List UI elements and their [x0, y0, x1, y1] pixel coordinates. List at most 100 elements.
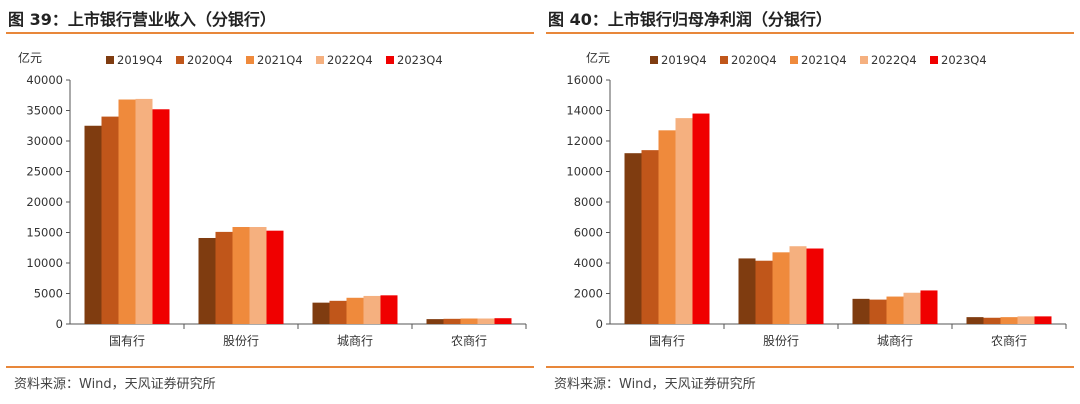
- figure-title: 图 40：上市银行归母净利润（分银行）: [548, 10, 832, 29]
- y-tick-label: 6000: [574, 226, 603, 240]
- bar: [1017, 316, 1035, 324]
- bar: [312, 302, 330, 324]
- x-category-label: 股份行: [223, 334, 259, 348]
- bar: [135, 98, 153, 324]
- bar: [789, 246, 807, 324]
- x-category-label: 农商行: [451, 333, 487, 348]
- y-tick-label: 10000: [26, 256, 63, 270]
- bar: [903, 292, 921, 324]
- bar: [329, 300, 347, 324]
- x-category-label: 国有行: [109, 334, 145, 348]
- bar: [249, 227, 267, 324]
- bar: [346, 297, 364, 324]
- bar: [232, 227, 250, 324]
- y-tick-label: 40000: [26, 73, 63, 87]
- source-note: 资料来源：Wind，天风证券研究所: [14, 377, 216, 392]
- bar: [772, 252, 790, 324]
- bar: [806, 248, 824, 324]
- bottom-divider: [546, 366, 1074, 368]
- bar: [1034, 316, 1052, 324]
- legend-label: 2020Q4: [187, 53, 233, 67]
- y-tick-label: 16000: [566, 73, 603, 87]
- bar: [363, 295, 381, 324]
- legend-swatch: [316, 56, 324, 64]
- legend-label: 2021Q4: [801, 53, 847, 67]
- legend-label: 2023Q4: [397, 53, 443, 67]
- y-tick-label: 14000: [566, 104, 603, 118]
- bar: [692, 113, 710, 324]
- legend-label: 2019Q4: [117, 53, 163, 67]
- legend-swatch: [106, 56, 114, 64]
- bar: [658, 130, 676, 324]
- bar: [983, 317, 1001, 324]
- legend-label: 2019Q4: [661, 53, 707, 67]
- bar: [426, 319, 444, 324]
- bar: [738, 258, 756, 324]
- bar: [477, 318, 495, 324]
- source-note: 资料来源：Wind，天风证券研究所: [554, 377, 756, 392]
- legend-label: 2022Q4: [327, 53, 373, 67]
- legend-label: 2021Q4: [257, 53, 303, 67]
- y-tick-label: 30000: [26, 134, 63, 148]
- legend-swatch: [246, 56, 254, 64]
- y-tick-label: 10000: [566, 165, 603, 179]
- x-category-label: 城商行: [337, 333, 373, 348]
- bar: [675, 118, 693, 324]
- chart-panel-revenue: 图 39：上市银行营业收入（分银行） 亿元 2019Q4 2020Q4 2021Q4 2…: [6, 0, 534, 404]
- bar: [84, 125, 102, 324]
- y-tick-label: 12000: [566, 134, 603, 148]
- legend-swatch: [176, 56, 184, 64]
- y-unit-label: 亿元: [18, 50, 42, 65]
- legend-swatch: [386, 56, 394, 64]
- x-category-label: 国有行: [649, 334, 685, 348]
- y-tick-label: 0: [56, 317, 63, 331]
- bar: [118, 99, 136, 325]
- bar: [494, 318, 512, 324]
- legend-swatch: [720, 56, 728, 64]
- y-tick-label: 5000: [34, 287, 63, 301]
- x-category-label: 城商行: [877, 333, 913, 348]
- bar: [869, 299, 887, 324]
- bar: [624, 153, 642, 324]
- bar: [641, 150, 659, 324]
- legend-swatch: [860, 56, 868, 64]
- bar: [1000, 317, 1018, 324]
- chart-panel-net-profit: 图 40：上市银行归母净利润（分银行） 亿元 2019Q4 2020Q4 2021Q4…: [546, 0, 1074, 404]
- net-profit-bar-chart: 亿元 2019Q4 2020Q4 2021Q4 2022Q4 2023Q4 0 2000 400…: [566, 50, 1067, 348]
- x-category-label: 股份行: [763, 334, 799, 348]
- bar: [966, 317, 984, 324]
- bar: [460, 318, 478, 324]
- y-tick-label: 35000: [26, 104, 63, 118]
- y-tick-label: 8000: [574, 195, 603, 209]
- bar: [380, 295, 398, 324]
- top-divider: [6, 32, 534, 34]
- bar: [215, 231, 233, 324]
- y-tick-label: 2000: [574, 287, 603, 301]
- y-tick-label: 4000: [574, 256, 603, 270]
- top-divider: [546, 32, 1074, 34]
- figure-title: 图 39：上市银行营业收入（分银行）: [8, 10, 276, 29]
- y-tick-label: 20000: [26, 195, 63, 209]
- y-tick-label: 0: [596, 317, 603, 331]
- legend-label: 2020Q4: [731, 53, 777, 67]
- y-unit-label: 亿元: [586, 50, 610, 65]
- bar: [198, 237, 216, 324]
- bar: [152, 109, 170, 324]
- bar: [443, 318, 461, 324]
- bottom-divider: [6, 366, 534, 368]
- revenue-bar-chart: 亿元 2019Q4 2020Q4 2021Q4 2022Q4 2023Q4 0 5000 100…: [18, 50, 527, 348]
- bar: [852, 298, 870, 324]
- bar: [755, 260, 773, 324]
- legend-swatch: [650, 56, 658, 64]
- x-category-label: 农商行: [991, 333, 1027, 348]
- bar: [920, 290, 938, 324]
- legend-label: 2023Q4: [941, 53, 987, 67]
- bar: [266, 230, 284, 324]
- legend-label: 2022Q4: [871, 53, 917, 67]
- y-tick-label: 15000: [26, 226, 63, 240]
- legend-swatch: [790, 56, 798, 64]
- legend-swatch: [930, 56, 938, 64]
- y-tick-label: 25000: [26, 165, 63, 179]
- bar: [101, 116, 119, 324]
- bar: [886, 296, 904, 324]
